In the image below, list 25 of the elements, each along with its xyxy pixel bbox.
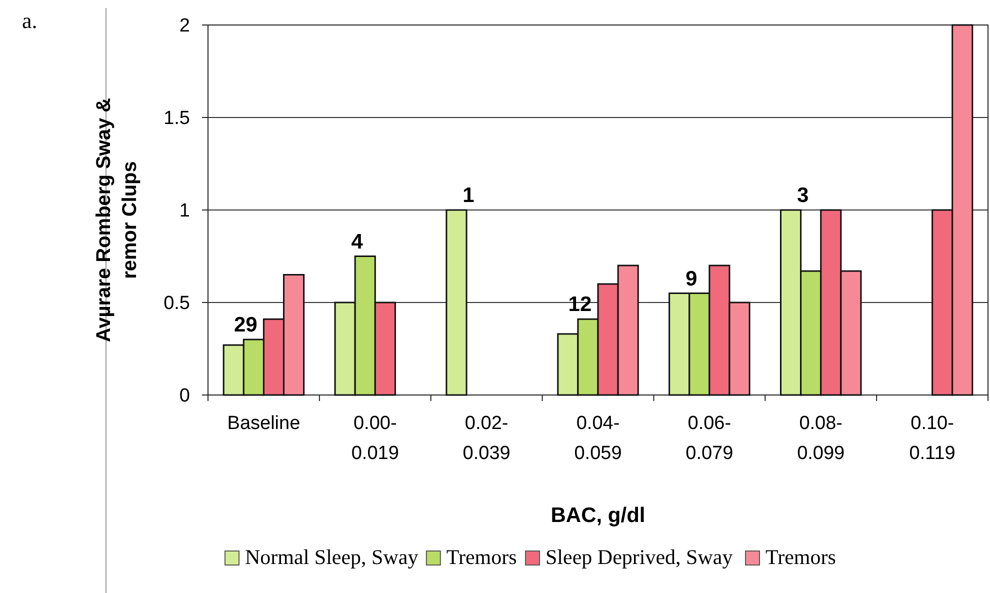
annotation: 29 <box>234 314 258 336</box>
annotation: 4 <box>351 230 364 254</box>
x-axis-title: BAC, g/dl <box>550 504 646 527</box>
y-tick-label: 1 <box>179 200 190 222</box>
legend-label: Sleep Deprived, Sway <box>546 545 734 569</box>
y-tick-label: 0.5 <box>164 293 190 314</box>
x-tick-label: 0.02- 0.039 <box>462 413 510 464</box>
text: a. <box>22 8 38 33</box>
annotation: 9 <box>686 267 698 290</box>
bar <box>446 209 468 396</box>
x-tick-label: Baseline <box>227 413 300 434</box>
x-tick-label: 0.00- 0.019 <box>351 413 399 464</box>
x-tick-label: 0.04- 0.059 <box>574 413 622 464</box>
legend-label: Tremors <box>766 545 836 569</box>
y-tick-label: 1.5 <box>164 108 190 130</box>
x-tick-label: 0.08- 0.099 <box>797 413 845 464</box>
annotation: 1 <box>462 184 475 207</box>
y-axis-title: Avµrare Romberg Sway & remor Clups <box>93 98 141 342</box>
legend-label: Tremors <box>446 545 517 569</box>
x-tick-label: 0.06- 0.079 <box>686 413 734 464</box>
legend-label: Normal Sleep, Sway <box>245 545 419 569</box>
x-tick-label: 0.10- 0.119 <box>909 413 956 464</box>
annotation: 3 <box>796 184 809 207</box>
y-tick-label: 0 <box>179 386 190 407</box>
y-tick-label: 2 <box>179 16 190 37</box>
